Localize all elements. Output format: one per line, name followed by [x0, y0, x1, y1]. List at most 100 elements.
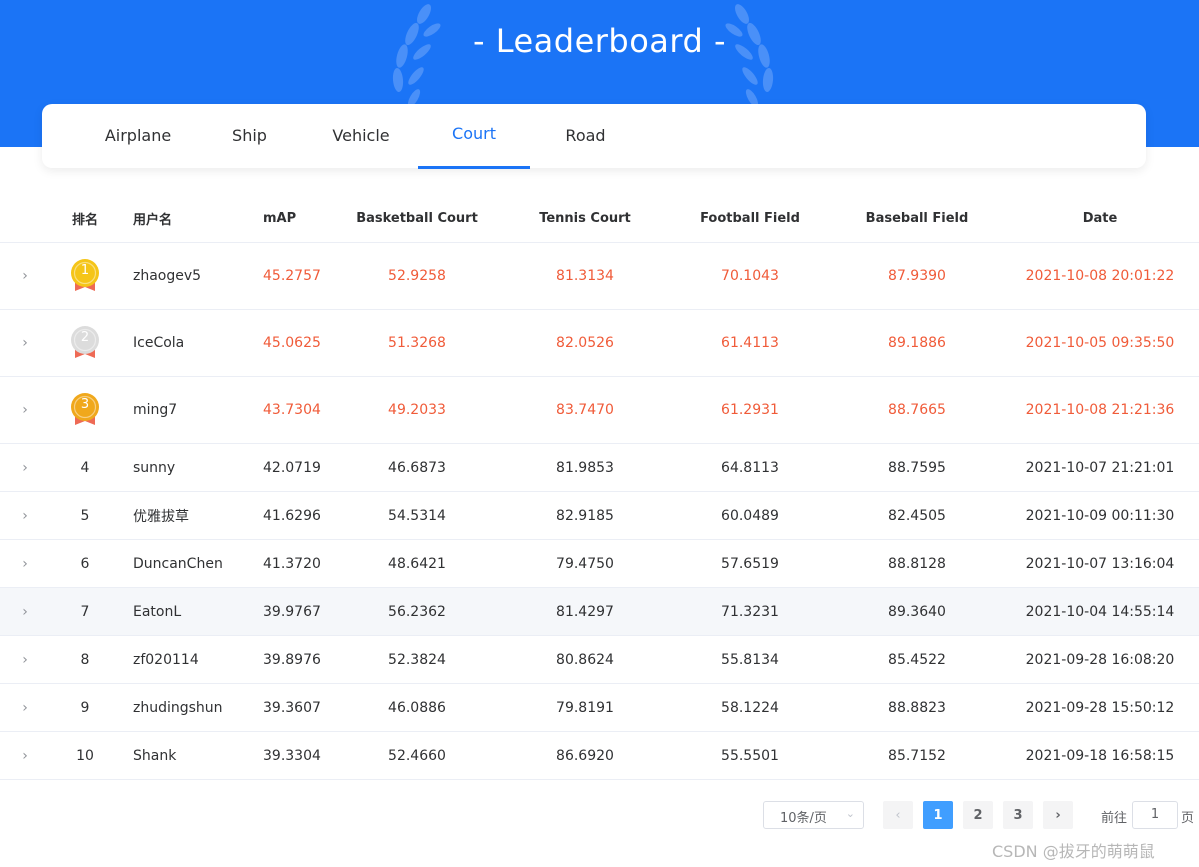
tab-ship[interactable]: Ship	[232, 126, 267, 145]
page-1-button[interactable]: 1	[923, 801, 953, 829]
baseball-field-cell: 89.3640	[888, 603, 946, 620]
goto-page-input[interactable]: 1	[1132, 801, 1178, 829]
basketball-court-cell: 46.0886	[388, 699, 446, 716]
tab-airplane[interactable]: Airplane	[104, 126, 172, 145]
rank-cell: 3	[60, 377, 110, 443]
tab-court[interactable]: Court	[452, 124, 496, 143]
silver-medal-icon: 2	[69, 326, 101, 360]
page-3-button[interactable]: 3	[1003, 801, 1033, 829]
active-tab-indicator	[418, 166, 530, 169]
basketball-court-cell: 52.3824	[388, 651, 446, 668]
username-cell: Shank	[133, 747, 177, 764]
map-cell: 41.3720	[263, 555, 321, 572]
expand-row-icon[interactable]: ›	[22, 268, 28, 284]
username-cell: sunny	[133, 459, 176, 476]
watermark: CSDN @拔牙的萌萌鼠	[992, 842, 1155, 861]
basketball-court-cell: 56.2362	[388, 603, 446, 620]
header-football-field: Football Field	[700, 211, 800, 226]
rank-cell: 1	[60, 243, 110, 309]
table-row[interactable]: › 8 zf020114 39.8976 52.3824 80.8624 55.8134 85…	[0, 636, 1199, 684]
header-map: mAP	[263, 211, 297, 226]
table-row[interactable]: › 10 Shank 39.3304 52.4660 86.6920 55.5501 85.7…	[0, 732, 1199, 780]
tennis-court-cell: 79.8191	[556, 699, 614, 716]
table-row[interactable]: › 7 EatonL 39.9767 56.2362 81.4297 71.3231 89.3…	[0, 588, 1199, 636]
table-row[interactable]: › 1 zhaogev5 45.2757 52.9258 81.3134 70.1043 87…	[0, 243, 1199, 310]
category-tabs: Airplane Ship Vehicle Court Road	[42, 104, 1146, 168]
next-page-button[interactable]: ›	[1043, 801, 1073, 829]
date-cell: 2021-10-08 20:01:22	[1025, 268, 1175, 284]
map-cell: 39.9767	[263, 603, 321, 620]
football-field-cell: 61.4113	[721, 335, 779, 351]
rank-cell: 9	[60, 684, 110, 731]
bronze-medal-icon: 3	[69, 393, 101, 427]
chevron-left-icon: ‹	[895, 807, 901, 823]
baseball-field-cell: 88.8823	[888, 699, 946, 716]
table-row[interactable]: › 3 ming7 43.7304 49.2033 83.7470 61.2931 88.76…	[0, 377, 1199, 444]
rank-cell: 8	[60, 636, 110, 683]
map-cell: 45.2757	[263, 268, 321, 284]
tennis-court-cell: 81.9853	[556, 459, 614, 476]
tennis-court-cell: 79.4750	[556, 555, 614, 572]
rank-number: 8	[80, 651, 90, 668]
prev-page-button[interactable]: ‹	[883, 801, 913, 829]
date-cell: 2021-10-07 21:21:01	[1025, 459, 1175, 476]
rank-number: 3	[80, 397, 90, 412]
map-cell: 39.3607	[263, 699, 321, 716]
page-2-button[interactable]: 2	[963, 801, 993, 829]
table-row[interactable]: › 5 优雅拔草 41.6296 54.5314 82.9185 60.0489 82.450…	[0, 492, 1199, 540]
expand-row-icon[interactable]: ›	[22, 402, 28, 418]
table-row[interactable]: › 6 DuncanChen 41.3720 48.6421 79.4750 57.6519…	[0, 540, 1199, 588]
football-field-cell: 71.3231	[721, 603, 779, 620]
football-field-cell: 60.0489	[721, 507, 779, 524]
goto-prefix-label: 前往	[1101, 811, 1128, 826]
baseball-field-cell: 85.4522	[888, 651, 946, 668]
basketball-court-cell: 52.9258	[388, 268, 446, 284]
tennis-court-cell: 86.6920	[556, 747, 614, 764]
table-row[interactable]: › 4 sunny 42.0719 46.6873 81.9853 64.8113 88.75…	[0, 444, 1199, 492]
pagination: 10条/页 ⌄ ‹ 1 2 3 › 前往 1 页	[0, 801, 1199, 831]
header-rank: 排名	[71, 213, 98, 228]
baseball-field-cell: 88.8128	[888, 555, 946, 572]
table-row[interactable]: › 9 zhudingshun 39.3607 46.0886 79.8191 58.122…	[0, 684, 1199, 732]
expand-row-icon[interactable]: ›	[22, 747, 28, 764]
expand-row-icon[interactable]: ›	[22, 335, 28, 351]
expand-row-icon[interactable]: ›	[22, 651, 28, 668]
chevron-down-icon: ⌄	[845, 807, 855, 820]
tab-vehicle[interactable]: Vehicle	[332, 126, 390, 145]
map-cell: 45.0625	[263, 335, 321, 351]
username-cell: zhaogev5	[133, 268, 202, 284]
username-cell: 优雅拔草	[133, 508, 189, 525]
rank-number: 5	[80, 507, 90, 524]
football-field-cell: 55.5501	[721, 747, 779, 764]
header-tennis-court: Tennis Court	[539, 211, 631, 226]
expand-row-icon[interactable]: ›	[22, 699, 28, 716]
map-cell: 42.0719	[263, 459, 321, 476]
username-cell: DuncanChen	[133, 555, 223, 572]
map-cell: 39.8976	[263, 651, 321, 668]
date-cell: 2021-09-28 15:50:12	[1025, 699, 1175, 716]
tennis-court-cell: 80.8624	[556, 651, 614, 668]
date-cell: 2021-10-04 14:55:14	[1025, 603, 1175, 620]
page-size-select[interactable]: 10条/页 ⌄	[763, 801, 864, 829]
tennis-court-cell: 82.0526	[556, 335, 614, 351]
username-cell: IceCola	[133, 335, 185, 351]
rank-cell: 6	[60, 540, 110, 587]
basketball-court-cell: 52.4660	[388, 747, 446, 764]
rank-number: 10	[76, 747, 94, 764]
header-basketball-court: Basketball Court	[356, 211, 478, 226]
date-cell: 2021-09-28 16:08:20	[1025, 651, 1175, 668]
chevron-right-icon: ›	[1055, 807, 1061, 823]
rank-cell: 4	[60, 444, 110, 491]
table-row[interactable]: › 2 IceCola 45.0625 51.3268 82.0526 61.4113 89.…	[0, 310, 1199, 377]
expand-row-icon[interactable]: ›	[22, 459, 28, 476]
username-cell: EatonL	[133, 603, 182, 620]
basketball-court-cell: 49.2033	[388, 402, 446, 418]
date-cell: 2021-10-08 21:21:36	[1025, 402, 1175, 418]
expand-row-icon[interactable]: ›	[22, 603, 28, 620]
tab-road[interactable]: Road	[565, 126, 606, 145]
expand-row-icon[interactable]: ›	[22, 555, 28, 572]
rank-cell: 2	[60, 310, 110, 376]
baseball-field-cell: 89.1886	[888, 335, 946, 351]
header-username: 用户名	[133, 213, 173, 228]
expand-row-icon[interactable]: ›	[22, 507, 28, 524]
